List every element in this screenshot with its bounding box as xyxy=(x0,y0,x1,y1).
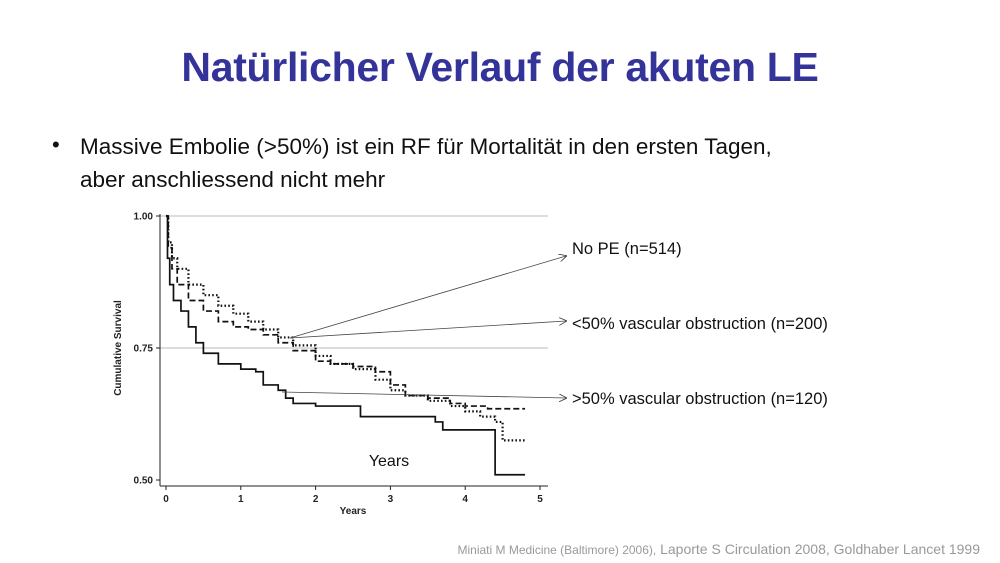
citation-part-1: Miniati M Medicine (Baltimore) 2006), xyxy=(457,543,657,557)
x-tick-label: 1 xyxy=(238,494,244,505)
citation-part-2: Laporte S Circulation 2008, Goldhaber La… xyxy=(656,541,980,557)
series-annotation: No PE (n=514) xyxy=(572,240,682,258)
series-line-dashed xyxy=(166,215,526,410)
y-tick-label: 0.75 xyxy=(134,344,154,355)
series-line-solid xyxy=(166,215,526,476)
series-annotation: >50% vascular obstruction (n=120) xyxy=(572,390,828,408)
bullet-line-1: Massive Embolie (>50%) ist ein RF für Mo… xyxy=(80,134,772,159)
in-plot-label: Years xyxy=(369,453,409,470)
x-tick-label: 5 xyxy=(537,494,543,505)
x-tick-label: 3 xyxy=(388,494,394,505)
y-axis-label: Cumulative Survival xyxy=(113,300,124,396)
x-tick-label: 4 xyxy=(462,494,468,505)
slide-title: Natürlicher Verlauf der akuten LE xyxy=(181,44,819,90)
annotation-arrow xyxy=(289,321,566,339)
y-tick-label: 1.00 xyxy=(134,212,154,223)
y-tick-label: 0.50 xyxy=(134,476,154,487)
x-tick-label: 2 xyxy=(313,494,319,505)
bullet-dot: • xyxy=(52,132,60,157)
bullet-line-2: aber anschliessend nicht mehr xyxy=(80,167,386,192)
annotation-arrow xyxy=(281,391,566,398)
series-line-dotted xyxy=(166,214,526,442)
citation-footer: Miniati M Medicine (Baltimore) 2006), La… xyxy=(457,541,980,557)
x-tick-label: 0 xyxy=(163,494,169,505)
x-axis-label: Years xyxy=(340,506,367,517)
annotation-arrow xyxy=(289,256,566,339)
bullet-text: Massive Embolie (>50%) ist ein RF für Mo… xyxy=(80,130,860,196)
series-annotation: <50% vascular obstruction (n=200) xyxy=(572,315,828,333)
